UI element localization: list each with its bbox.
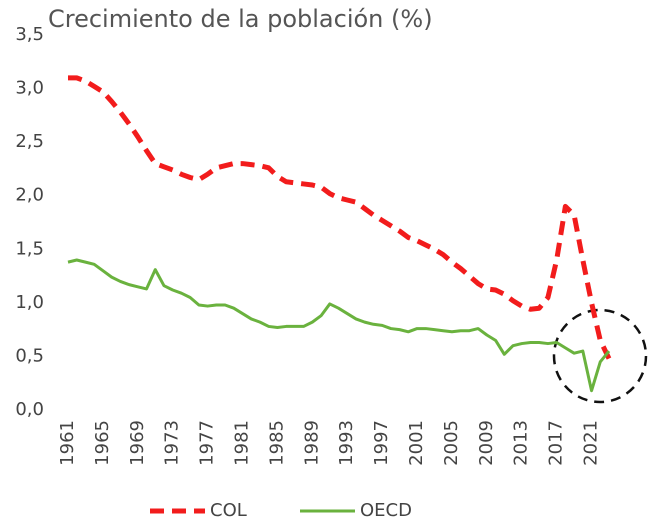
x-tick-label: 2021 xyxy=(581,420,602,466)
x-tick-label: 1985 xyxy=(266,420,287,466)
x-tick-label: 2001 xyxy=(406,420,427,466)
highlight-circle xyxy=(552,308,648,404)
legend-label: COL xyxy=(210,500,247,521)
series-line xyxy=(67,258,611,393)
x-tick-label: 1965 xyxy=(92,420,113,466)
x-tick-label: 2013 xyxy=(511,420,532,466)
x-tick-label: 1993 xyxy=(336,420,357,466)
x-tick-label: 2009 xyxy=(476,420,497,466)
x-tick-label: 1961 xyxy=(57,420,78,466)
x-tick-label: 2005 xyxy=(441,420,462,466)
x-tick-label: 1997 xyxy=(371,420,392,466)
y-tick-label: 1,0 xyxy=(15,292,44,313)
x-tick-label: 1981 xyxy=(232,420,253,466)
y-tick-label: 0,0 xyxy=(15,399,44,420)
legend-label: OECD xyxy=(360,500,412,521)
x-tick-label: 2017 xyxy=(546,420,567,466)
x-tick-label: 1973 xyxy=(162,420,183,466)
x-tick-label: 1989 xyxy=(301,420,322,466)
y-tick-label: 2,5 xyxy=(15,131,44,152)
y-tick-label: 3,5 xyxy=(15,24,44,45)
series-line xyxy=(68,75,612,360)
y-tick-label: 0,5 xyxy=(15,345,44,366)
x-tick-label: 1977 xyxy=(197,420,218,466)
chart-title: Crecimiento de la población (%) xyxy=(48,5,433,33)
y-tick-label: 2,0 xyxy=(15,185,44,206)
y-tick-label: 1,5 xyxy=(15,238,44,259)
y-tick-label: 3,0 xyxy=(15,78,44,99)
x-tick-label: 1969 xyxy=(127,420,148,466)
